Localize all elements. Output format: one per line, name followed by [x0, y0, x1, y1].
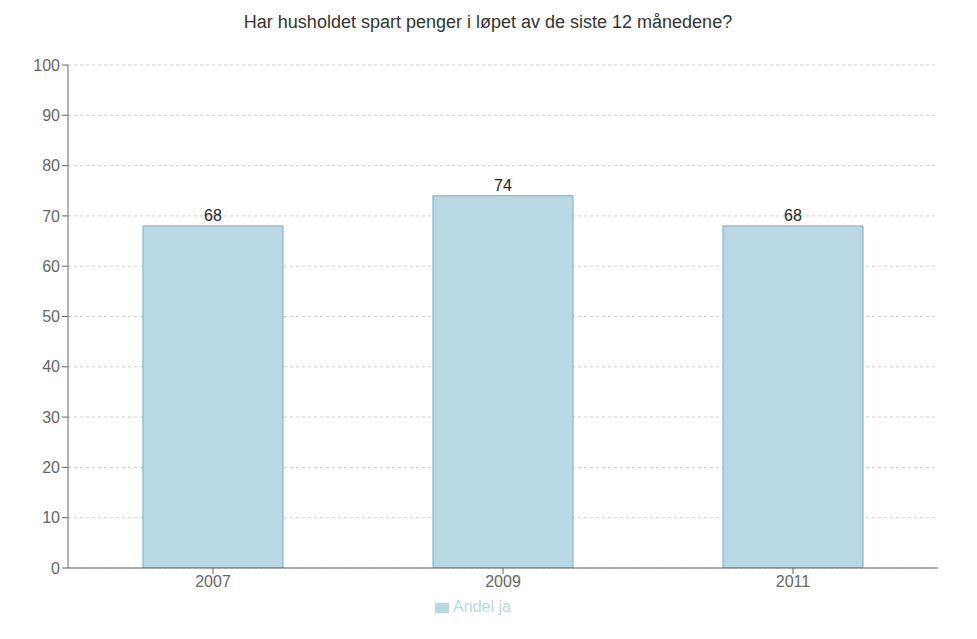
- svg-text:80: 80: [42, 157, 60, 174]
- svg-text:20: 20: [42, 459, 60, 476]
- svg-text:10: 10: [42, 509, 60, 526]
- html-text:Har husholdet spart penger i l: Har husholdet spart penger i løpet av de…: [243, 12, 733, 32]
- svg-text:30: 30: [42, 409, 60, 426]
- svg-text:90: 90: [42, 107, 60, 124]
- svg-text:50: 50: [42, 308, 60, 325]
- svg-text:40: 40: [42, 358, 60, 375]
- svg-text:70: 70: [42, 208, 60, 225]
- svg-text:100: 100: [33, 57, 60, 74]
- svg-text:0: 0: [51, 560, 60, 577]
- svg-text:2007: 2007: [195, 573, 231, 590]
- svg-text:68: 68: [204, 207, 222, 224]
- svg-text:2009: 2009: [485, 573, 521, 590]
- svg-text:68: 68: [784, 207, 802, 224]
- html-text:Andel ja: Andel ja: [453, 598, 511, 615]
- svg-text:2011: 2011: [776, 573, 811, 590]
- svg-text:60: 60: [42, 258, 60, 275]
- svg-text:74: 74: [494, 177, 512, 194]
